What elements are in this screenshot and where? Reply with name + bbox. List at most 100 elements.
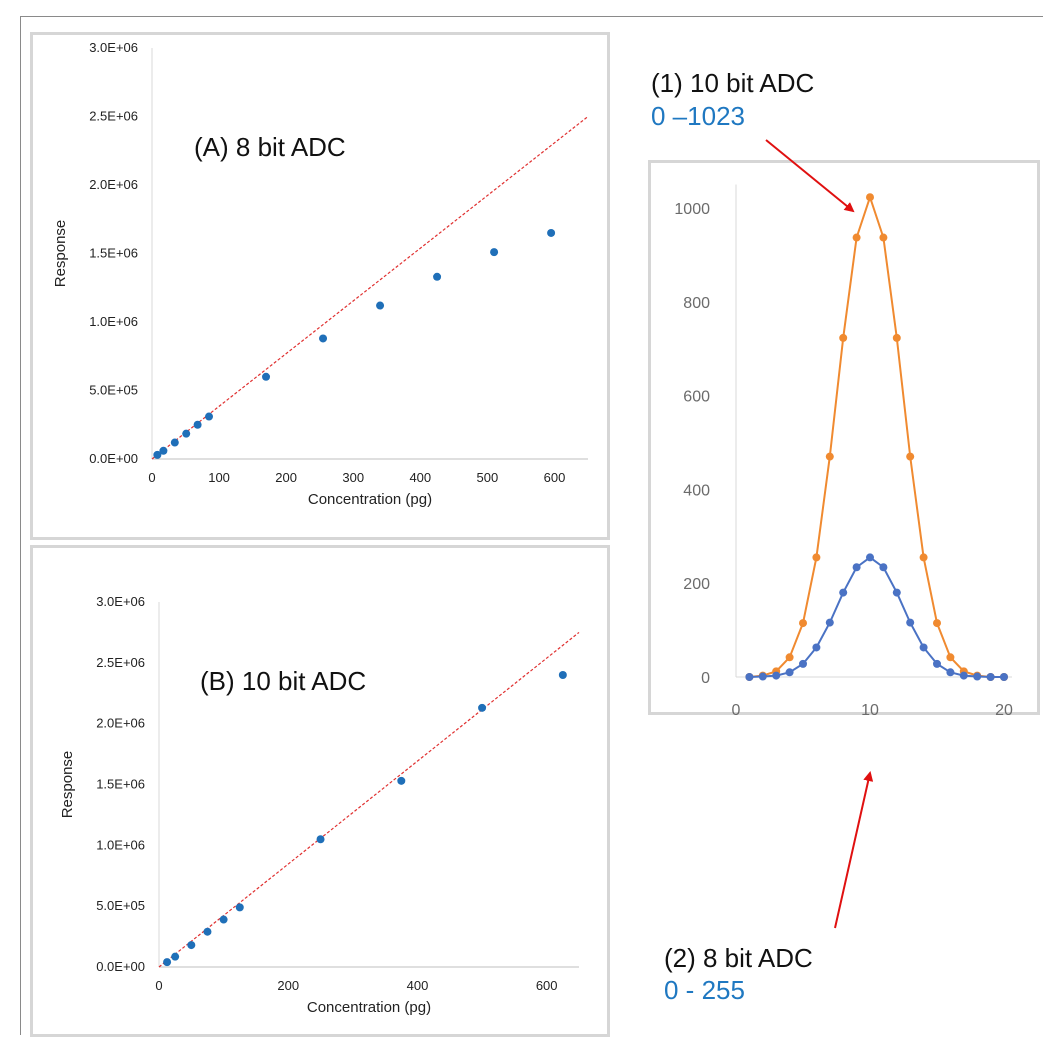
data-point (235, 903, 244, 912)
x-tick-label: 500 (477, 470, 499, 485)
series-point (933, 619, 941, 628)
series-point (799, 619, 807, 628)
x-tick-label: 0 (155, 978, 162, 993)
x-tick-label: 0 (148, 470, 155, 485)
series-point (919, 553, 928, 562)
series-point (745, 673, 754, 681)
series-point (866, 193, 874, 202)
series-point (866, 553, 874, 562)
series-point (1000, 673, 1008, 681)
series-point (852, 233, 861, 242)
series-line (749, 194, 1004, 678)
annotation-10bit-title: (1) 10 bit ADC (651, 68, 815, 98)
x-tick-label: 400 (409, 470, 431, 485)
x-axis-title: Concentration (pg) (308, 491, 432, 508)
data-point (478, 703, 487, 712)
y-tick-label: 2.5E+06 (96, 655, 145, 670)
data-point (262, 372, 271, 381)
y-axis-title: Response (52, 220, 69, 288)
trendline (158, 631, 580, 968)
chart-b-svg: 0.0E+00 5.0E+05 1.0E+06 1.5E+06 2.0E+06 2.5E+… (59, 594, 580, 1016)
series-point (892, 333, 901, 342)
series-point (825, 452, 834, 461)
data-point (547, 228, 556, 237)
series-point (946, 653, 955, 662)
y-tick-label: 1.0E+06 (96, 837, 145, 852)
chart-title: (B) 10 bit ADC (200, 666, 366, 696)
chart-panel-b: 0.0E+00 5.0E+05 1.0E+06 1.5E+06 2.0E+06 2.5E+… (30, 545, 610, 1037)
series-point (772, 671, 781, 680)
data-point (433, 272, 442, 281)
y-tick-label: 1.0E+06 (89, 314, 138, 329)
data-point (193, 420, 202, 429)
data-point (159, 446, 168, 455)
y-tick-label: 200 (683, 576, 710, 593)
x-tick-label: 400 (407, 978, 429, 993)
series-point (785, 653, 794, 662)
figure-frame (20, 16, 1043, 1035)
series-point (879, 563, 888, 572)
series-point (933, 659, 941, 668)
series-point (892, 588, 901, 597)
series-point (879, 233, 888, 242)
data-point (163, 958, 172, 967)
series-point (919, 643, 928, 652)
x-tick-label: 10 (861, 702, 879, 719)
series-point (946, 668, 955, 677)
x-tick-label: 0 (732, 702, 741, 719)
y-tick-label: 1.5E+06 (96, 777, 145, 792)
chart-c-svg: 0 200 400 600 800 1000 0 10 20 (674, 184, 1013, 719)
chart-panel-c: 0 200 400 600 800 1000 0 10 20 (648, 160, 1040, 719)
y-tick-label: 2.0E+06 (89, 177, 138, 192)
data-point (203, 927, 212, 936)
chart-a-svg: 0.0E+00 5.0E+05 1.0E+06 1.5E+06 2.0E+06 2.5E+… (52, 40, 589, 508)
data-point (219, 915, 228, 924)
y-tick-label: 400 (683, 482, 710, 499)
x-tick-label: 600 (536, 978, 558, 993)
y-tick-label: 0.0E+00 (89, 451, 138, 466)
data-point (182, 429, 191, 438)
y-axis-title: Response (59, 751, 76, 819)
x-tick-label: 20 (995, 702, 1013, 719)
data-point (490, 248, 499, 257)
series-point (785, 668, 794, 677)
data-point (397, 776, 406, 785)
series-point (959, 671, 968, 680)
series-point (825, 618, 834, 627)
series-point (839, 588, 848, 597)
y-tick-label: 3.0E+06 (89, 40, 138, 55)
y-tick-label: 2.0E+06 (96, 716, 145, 731)
annotation-8bit-title: (2) 8 bit ADC (664, 943, 813, 973)
data-point (558, 671, 567, 679)
series-point (973, 672, 982, 681)
data-point (187, 941, 196, 950)
y-tick-label: 800 (683, 295, 710, 312)
x-tick-label: 600 (544, 470, 566, 485)
annotation-8bit-range: 0 - 255 (664, 975, 745, 1005)
series-point (812, 553, 821, 562)
series-point (906, 618, 915, 627)
series-point (812, 643, 821, 652)
data-point (170, 438, 179, 447)
x-tick-label: 200 (277, 978, 299, 993)
x-tick-label: 300 (342, 470, 364, 485)
series-point (799, 659, 807, 668)
y-tick-label: 5.0E+05 (96, 898, 145, 913)
series-point (758, 672, 767, 681)
data-point (316, 835, 325, 844)
x-axis-title: Concentration (pg) (307, 999, 431, 1016)
annotation-10bit-range: 0 –1023 (651, 101, 745, 131)
chart-panel-a: 0.0E+00 5.0E+05 1.0E+06 1.5E+06 2.0E+06 2.5E+… (30, 32, 610, 540)
series-point (839, 333, 848, 342)
y-tick-label: 2.5E+06 (89, 109, 138, 124)
x-tick-label: 100 (208, 470, 230, 485)
data-point (319, 334, 328, 343)
trendline (151, 116, 589, 460)
data-point (376, 301, 385, 310)
data-point (205, 412, 214, 421)
data-point (153, 450, 162, 459)
data-point (171, 952, 180, 961)
y-tick-label: 0 (701, 670, 710, 687)
y-tick-label: 1.5E+06 (89, 246, 138, 261)
series-point (852, 563, 861, 572)
